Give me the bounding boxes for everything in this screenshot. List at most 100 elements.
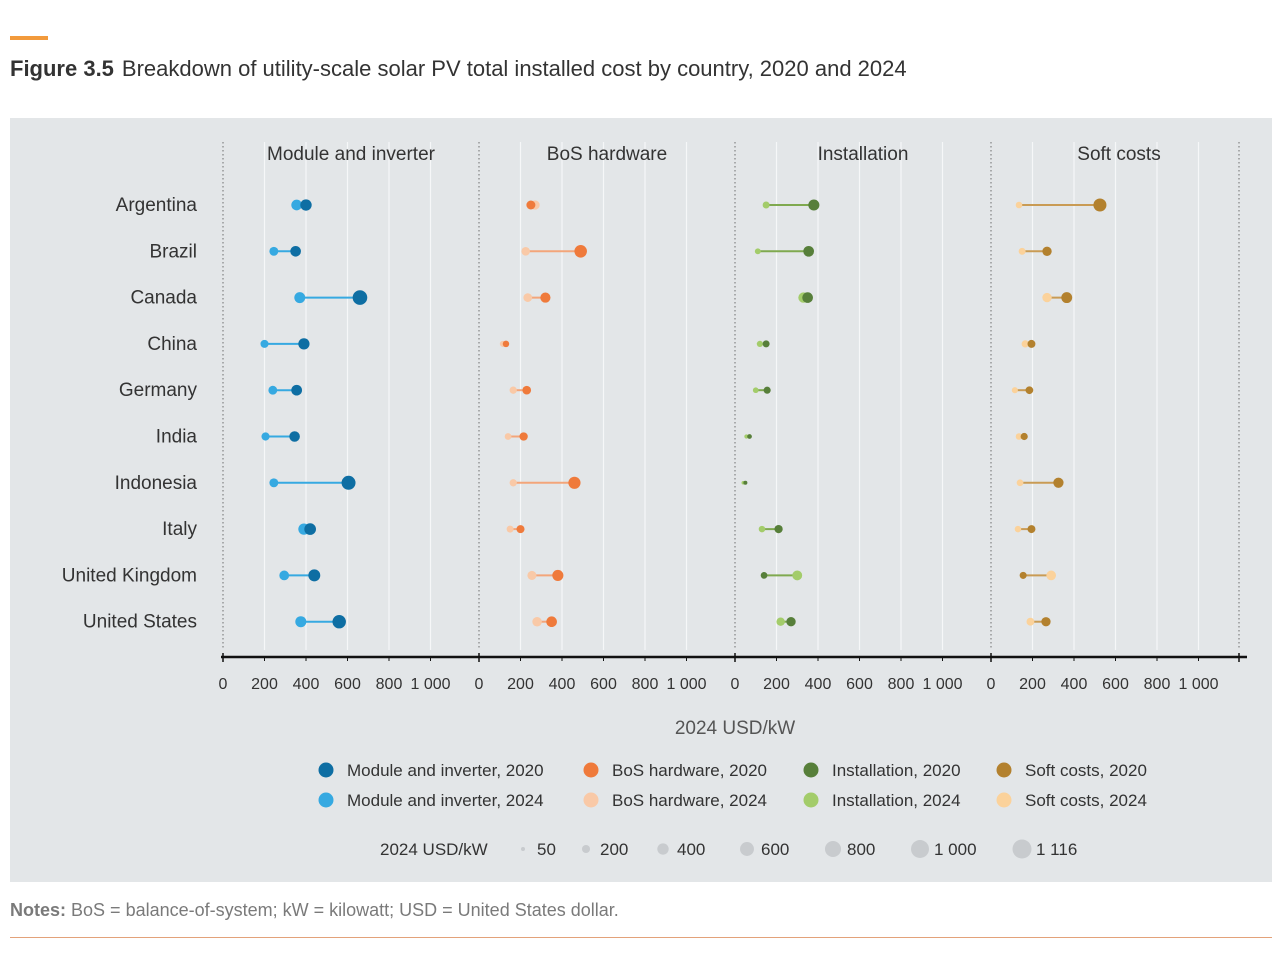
point-2024-bos-hardware-germany [509,386,517,394]
point-2020-bos-hardware-indonesia [568,476,581,489]
point-2024-bos-hardware-india [504,433,512,440]
tick-label-installation-400: 400 [805,676,832,693]
legend-marker-installation-2020 [803,762,819,778]
point-2024-module-and-inverter-brazil [269,246,279,256]
point-2024-module-and-inverter-united-kingdom [279,570,290,581]
tick-label-module-and-inverter-200: 200 [251,676,278,693]
tick-label-soft-costs-0: 0 [987,676,996,693]
legend-label-soft-costs-2024: Soft costs, 2024 [1025,791,1147,810]
point-2024-module-and-inverter-india [261,432,270,441]
point-2020-module-and-inverter-united-states [332,614,346,629]
point-2020-module-and-inverter-india [289,431,300,442]
country-label-canada: Canada [130,288,197,309]
point-2020-bos-hardware-argentina [526,200,536,210]
point-2024-module-and-inverter-china [260,339,269,348]
point-2024-module-and-inverter-argentina [291,199,303,211]
point-2020-installation-italy [774,524,783,534]
legend-marker-soft-costs-2020 [996,762,1012,778]
tick-label-module-and-inverter-0: 0 [219,676,228,693]
size-legend-marker-600 [740,842,754,856]
point-2020-soft-costs-brazil [1042,246,1052,256]
country-label-brazil: Brazil [149,241,197,262]
panel-title-module-and-inverter: Module and inverter [267,144,436,165]
size-legend-title: 2024 USD/kW [380,840,488,859]
point-2024-soft-costs-united-states [1026,617,1035,626]
country-label-italy: Italy [162,519,197,540]
size-legend-marker-50 [520,846,526,852]
point-2024-installation-united-states [776,617,785,626]
point-2020-bos-hardware-china [502,340,510,348]
point-2024-module-and-inverter-germany [268,385,278,395]
tick-label-module-and-inverter-600: 600 [334,676,361,693]
notes: Notes: BoS = balance-of-system; kW = kil… [10,900,619,921]
country-label-united-kingdom: United Kingdom [62,565,197,586]
point-2020-module-and-inverter-canada [352,290,368,305]
tick-label-module-and-inverter-800: 800 [376,676,403,693]
point-2024-installation-china [756,340,764,348]
point-2020-installation-indonesia [743,480,748,485]
point-2024-installation-argentina [762,201,770,209]
point-2020-bos-hardware-germany [522,385,532,395]
point-2020-installation-china [762,340,770,348]
point-2020-module-and-inverter-germany [291,384,303,396]
tick-label-bos-hardware-200: 200 [507,676,534,693]
size-legend-marker-1000 [911,840,929,858]
country-label-china: China [147,334,197,355]
tick-label-installation-0: 0 [731,676,740,693]
point-2020-module-and-inverter-brazil [290,245,301,257]
point-2024-bos-hardware-canada [523,293,533,302]
point-2020-installation-united-states [786,617,796,627]
legend-label-installation-2024: Installation, 2024 [832,791,961,810]
tick-label-soft-costs-800: 800 [1144,676,1171,693]
point-2024-installation-germany [752,387,759,394]
notes-text: BoS = balance-of-system; kW = kilowatt; … [71,900,619,920]
title-accent-bar [10,36,48,40]
size-legend-label-400: 400 [677,840,705,859]
tick-label-soft-costs-200: 200 [1019,676,1046,693]
size-legend-marker-200 [581,844,591,854]
tick-label-module-and-inverter-400: 400 [293,676,320,693]
point-2024-soft-costs-united-kingdom [1046,570,1057,581]
tick-label-soft-costs-400: 400 [1061,676,1088,693]
tick-label-bos-hardware-1000: 1 000 [666,676,706,693]
legend-marker-bos-hardware-2024 [583,792,599,808]
point-2020-module-and-inverter-italy [304,523,316,535]
size-legend-label-800: 800 [847,840,875,859]
panel-title-installation: Installation [818,144,909,165]
size-legend-marker-400 [657,843,669,855]
point-2020-soft-costs-italy [1027,525,1036,534]
tick-label-soft-costs-600: 600 [1102,676,1129,693]
tick-label-soft-costs-1000: 1 000 [1178,676,1218,693]
legend-marker-module-and-inverter-2024 [318,792,334,808]
tick-label-bos-hardware-0: 0 [475,676,484,693]
point-2020-soft-costs-united-states [1041,617,1051,627]
point-2024-soft-costs-indonesia [1016,479,1024,487]
point-2024-soft-costs-germany [1011,387,1018,394]
point-2020-soft-costs-india [1020,432,1028,441]
legend-marker-installation-2024 [803,792,819,808]
point-2024-soft-costs-china [1021,340,1029,348]
tick-label-module-and-inverter-1000: 1 000 [410,676,450,693]
size-legend-label-1000: 1 000 [934,840,977,859]
figure-title: Figure 3.5 Breakdown of utility-scale sol… [10,56,907,82]
legend-marker-module-and-inverter-2020 [318,762,334,778]
panel-title-soft-costs: Soft costs [1077,144,1160,165]
size-legend-label-600: 600 [761,840,789,859]
figure-label: Figure 3.5 [10,56,114,81]
panel-title-bos-hardware: BoS hardware [547,144,667,165]
point-2020-module-and-inverter-united-kingdom [308,569,321,582]
point-2020-installation-brazil [803,245,815,257]
point-2024-installation-italy [758,525,766,533]
bottom-rule [10,937,1272,938]
point-2020-bos-hardware-india [519,432,528,441]
point-2024-bos-hardware-united-kingdom [527,570,537,580]
legend-marker-bos-hardware-2020 [583,762,599,778]
country-label-india: India [156,427,198,448]
point-2020-installation-germany [763,386,771,394]
point-2020-installation-united-kingdom [760,572,768,579]
x-axis-title: 2024 USD/kW [675,718,795,739]
country-label-united-states: United States [83,612,197,633]
legend-label-bos-hardware-2024: BoS hardware, 2024 [612,791,767,810]
point-2020-bos-hardware-united-kingdom [552,569,564,581]
point-2020-soft-costs-germany [1025,386,1034,395]
